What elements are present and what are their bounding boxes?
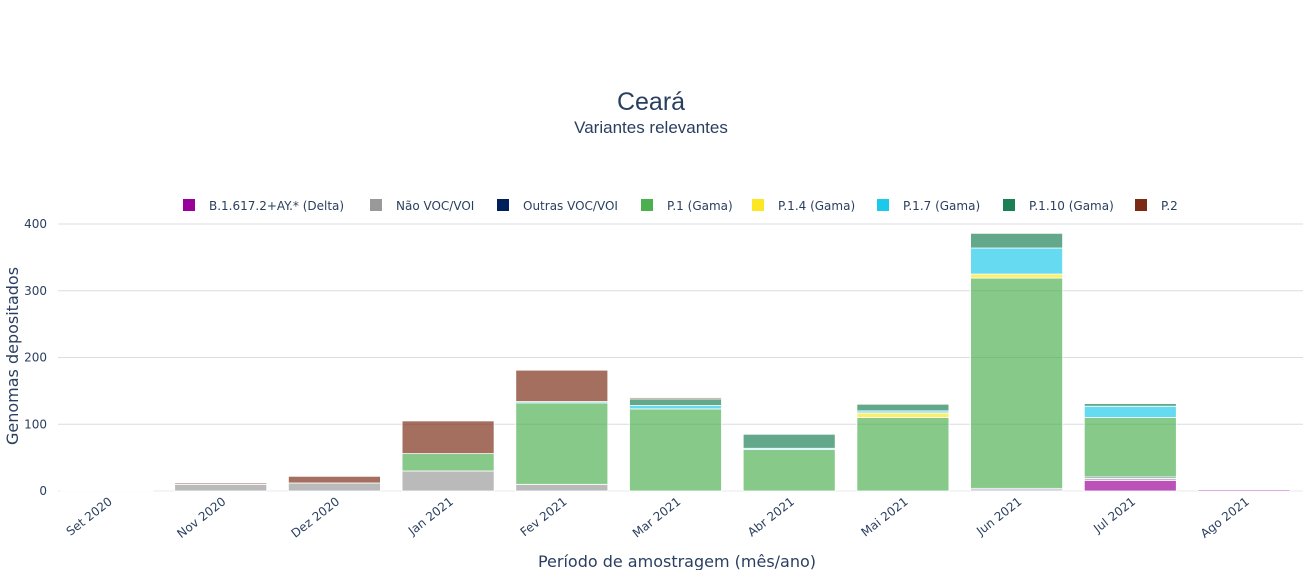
bar-segment[interactable]: [515, 369, 609, 402]
x-tick-label: Dez 2020: [288, 494, 342, 540]
legend-label: P.1.7 (Gama): [903, 199, 980, 213]
x-tick-label: Jun 2021: [973, 494, 1024, 538]
x-tick-label: Fev 2021: [518, 494, 570, 539]
x-tick-label: Nov 2020: [174, 494, 228, 541]
y-axis-title: Genomas depositados: [3, 267, 22, 445]
bar-segment[interactable]: [742, 433, 836, 449]
x-tick-label: Jan 2021: [405, 494, 456, 538]
bar-segment[interactable]: [1083, 405, 1177, 418]
legend-label: Outras VOC/VOI: [523, 199, 618, 213]
legend: B.1.617.2+AY.* (Delta) Não VOC/VOI Outras …: [183, 199, 1178, 213]
y-tick-label: 300: [24, 284, 47, 298]
chart-title: Ceará: [617, 88, 685, 116]
y-tick-label: 100: [24, 417, 47, 431]
legend-swatch: [1003, 199, 1015, 211]
bar-segment[interactable]: [1083, 479, 1177, 492]
bar-segment[interactable]: [287, 482, 381, 492]
legend-item[interactable]: Não VOC/VOI: [370, 199, 474, 213]
legend-label: P.1.4 (Gama): [778, 199, 855, 213]
legend-swatch: [877, 199, 889, 211]
legend-item[interactable]: P.1.7 (Gama): [877, 199, 980, 213]
bar-segment[interactable]: [629, 398, 722, 406]
bar-segment[interactable]: [174, 483, 268, 492]
y-axis-ticks: 0 100 200 300 400: [24, 217, 47, 498]
bar-segment[interactable]: [970, 247, 1063, 275]
legend-swatch: [1135, 199, 1147, 211]
bar-segment[interactable]: [742, 449, 836, 492]
bar-segment[interactable]: [401, 420, 495, 455]
x-tick-label: Mai 2021: [858, 494, 910, 539]
legend-item[interactable]: Outras VOC/VOI: [497, 199, 618, 213]
legend-label: Não VOC/VOI: [396, 199, 474, 213]
x-tick-label: Abr 2021: [745, 494, 797, 539]
bar-segment[interactable]: [1083, 417, 1177, 478]
legend-swatch: [641, 199, 653, 211]
legend-swatch: [497, 199, 509, 211]
x-tick-label: Set 2020: [64, 494, 115, 538]
bar-segment[interactable]: [401, 453, 495, 472]
bar-segment[interactable]: [970, 273, 1063, 279]
bar-segment[interactable]: [1197, 488, 1291, 491]
y-tick-label: 200: [24, 351, 47, 365]
bar-segment[interactable]: [174, 482, 268, 485]
x-tick-label: Mar 2021: [630, 494, 684, 540]
bar-segment[interactable]: [401, 470, 495, 492]
x-tick-label: Ago 2021: [1198, 494, 1252, 540]
bar-segment[interactable]: [856, 412, 950, 418]
chart-subtitle: Variantes relevantes: [574, 118, 728, 137]
bar-segment[interactable]: [970, 232, 1063, 249]
legend-item[interactable]: P.1.10 (Gama): [1003, 199, 1114, 213]
legend-item[interactable]: P.2: [1135, 199, 1178, 213]
legend-swatch: [183, 199, 195, 211]
bar-segment[interactable]: [970, 277, 1063, 489]
bar-segment[interactable]: [60, 489, 154, 492]
bar-segment[interactable]: [1083, 403, 1177, 407]
legend-item[interactable]: B.1.617.2+AY.* (Delta): [183, 199, 344, 213]
legend-item[interactable]: P.1.4 (Gama): [752, 199, 855, 213]
bar-segment[interactable]: [515, 483, 609, 492]
bar-segment[interactable]: [856, 403, 950, 412]
x-axis-ticks: Set 2020 Nov 2020 Dez 2020 Jan 2021 Fev 2021…: [64, 494, 1252, 541]
bar-segment[interactable]: [629, 408, 722, 492]
bar-segment[interactable]: [287, 475, 381, 484]
bar-segment[interactable]: [515, 402, 609, 485]
y-tick-label: 0: [39, 484, 47, 498]
legend-label: P.1 (Gama): [667, 199, 733, 213]
legend-label: P.2: [1161, 199, 1178, 213]
legend-label: B.1.617.2+AY.* (Delta): [209, 199, 344, 213]
bar-segment[interactable]: [629, 405, 722, 410]
legend-swatch: [752, 199, 764, 211]
x-axis-title: Período de amostragem (mês/ano): [538, 552, 816, 570]
legend-label: P.1.10 (Gama): [1029, 199, 1114, 213]
legend-swatch: [370, 199, 382, 211]
x-tick-label: Jul 2021: [1090, 494, 1138, 536]
legend-item[interactable]: P.1 (Gama): [641, 199, 733, 213]
bar-segment[interactable]: [629, 397, 722, 400]
bar-segment[interactable]: [856, 417, 950, 492]
y-tick-label: 400: [24, 217, 47, 231]
bars: [60, 232, 1291, 492]
